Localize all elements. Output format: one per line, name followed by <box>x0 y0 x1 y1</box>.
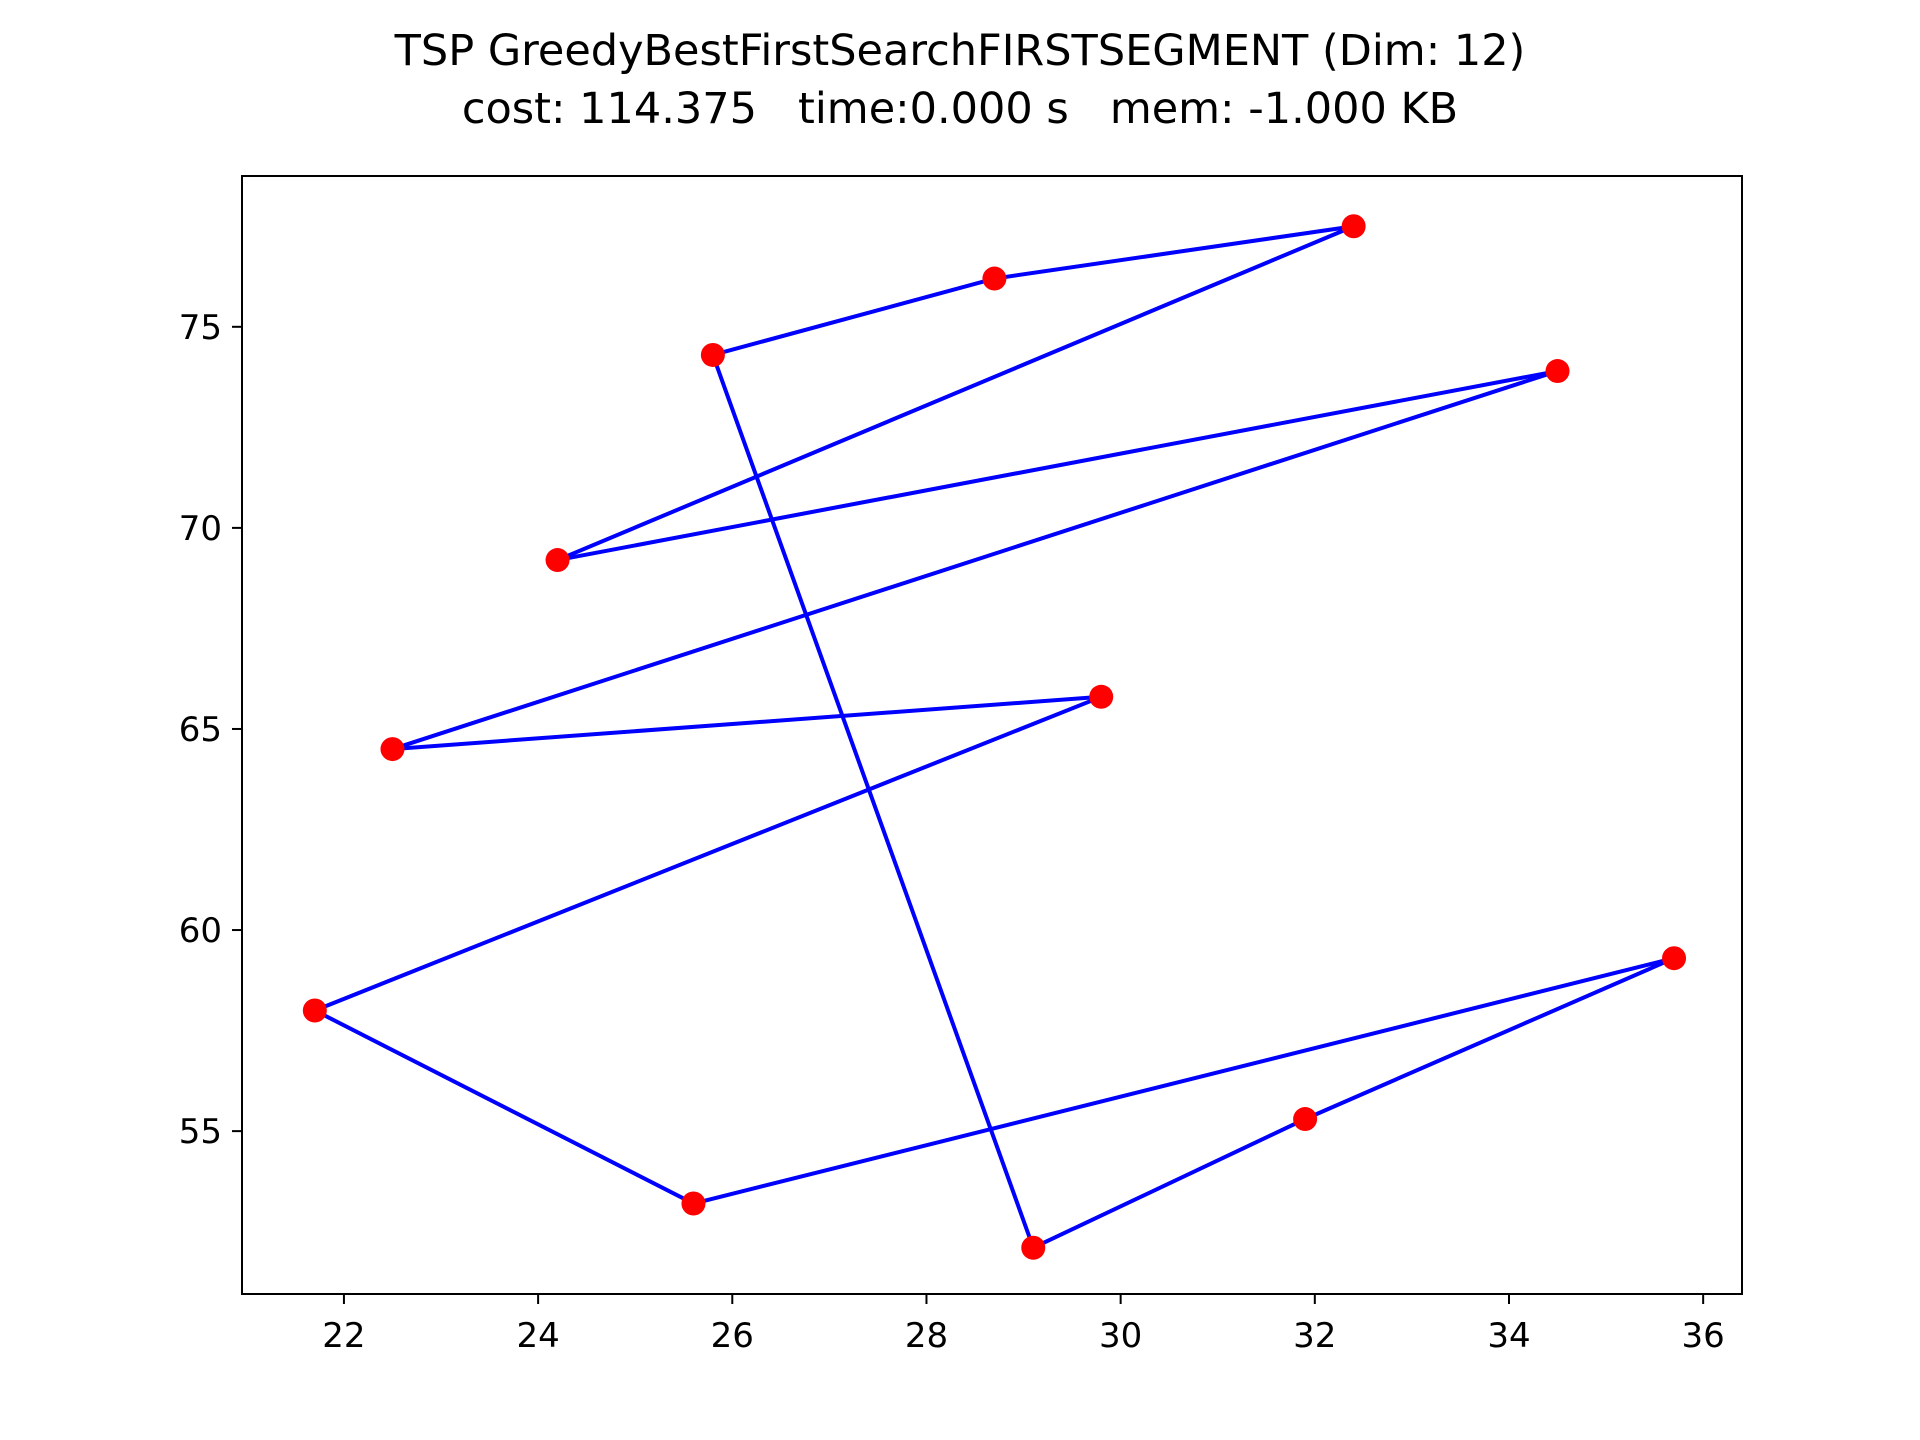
x-tick-label: 22 <box>322 1316 365 1356</box>
x-tick-label: 28 <box>905 1316 948 1356</box>
tour-segment <box>554 223 1357 563</box>
city-point <box>982 266 1007 291</box>
city-point <box>545 548 570 573</box>
x-tick-label: 36 <box>1682 1316 1725 1356</box>
y-tick-label: 75 <box>179 308 222 348</box>
city-point <box>1662 946 1687 971</box>
tour-segment <box>710 352 1036 1251</box>
x-axis: 22 24 26 28 30 32 34 36 <box>322 1294 1725 1356</box>
y-tick-label: 70 <box>179 509 222 549</box>
city-point <box>1021 1235 1046 1260</box>
city-point <box>1293 1107 1318 1132</box>
city-point <box>1089 684 1114 709</box>
tour-segment <box>710 276 997 358</box>
city-point <box>700 342 725 367</box>
tour-segment <box>691 955 1677 1206</box>
tour-segment <box>1302 955 1677 1122</box>
tour-segment <box>1030 1116 1308 1251</box>
y-tick-label: 60 <box>179 911 222 951</box>
y-tick-label: 55 <box>179 1112 222 1152</box>
tour-segment <box>390 694 1104 752</box>
tour-series <box>312 223 1677 1251</box>
plot-frame <box>241 175 1743 1295</box>
tour-segment <box>312 1007 697 1207</box>
x-tick-label: 26 <box>711 1316 754 1356</box>
chart-subtitle: cost: 114.375 time:0.000 s mem: -1.000 K… <box>461 84 1459 134</box>
city-point <box>380 737 405 762</box>
chart-title: TSP GreedyBestFirstSearchFIRSTSEGMENT (D… <box>394 26 1526 76</box>
tour-segment <box>389 368 1561 752</box>
city-point <box>1545 359 1570 384</box>
y-axis: 55 60 65 70 75 <box>179 308 242 1152</box>
x-tick-label: 30 <box>1099 1316 1142 1356</box>
city-point <box>681 1191 706 1216</box>
city-markers <box>302 214 1687 1260</box>
city-point <box>302 998 327 1023</box>
x-tick-label: 24 <box>516 1316 559 1356</box>
chart-title-block: TSP GreedyBestFirstSearchFIRSTSEGMENT (D… <box>0 22 1920 138</box>
tour-segment <box>312 694 1104 1014</box>
city-point <box>1341 214 1366 239</box>
tour-segment <box>555 368 1560 563</box>
x-tick-label: 32 <box>1293 1316 1336 1356</box>
y-tick-label: 65 <box>179 710 222 750</box>
tour-segment <box>992 224 1356 281</box>
x-tick-label: 34 <box>1487 1316 1530 1356</box>
